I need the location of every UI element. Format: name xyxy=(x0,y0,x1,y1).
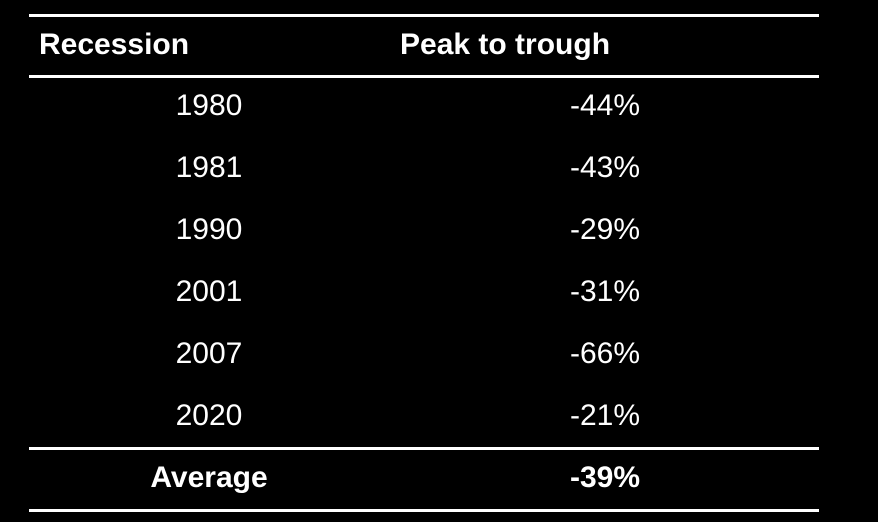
recession-year-cell: 2007 xyxy=(175,337,243,370)
recession-year-cell: 2001 xyxy=(175,275,243,308)
column-header-recession: Recession xyxy=(39,28,190,61)
average-value: -39% xyxy=(569,461,641,494)
column-header-peak-to-trough: Peak to trough xyxy=(400,28,611,61)
peak-to-trough-cell: -21% xyxy=(569,399,641,432)
peak-to-trough-cell: -44% xyxy=(569,89,641,122)
recession-year-cell: 1990 xyxy=(175,213,243,246)
peak-to-trough-cell: -29% xyxy=(569,213,641,246)
average-rule xyxy=(29,447,819,450)
average-label: Average xyxy=(150,461,268,494)
peak-to-trough-cell: -31% xyxy=(569,275,641,308)
header-rule xyxy=(29,75,819,78)
table-top-rule xyxy=(29,14,819,17)
recession-year-cell: 2020 xyxy=(175,399,243,432)
peak-to-trough-cell: -43% xyxy=(569,151,641,184)
recession-year-cell: 1981 xyxy=(175,151,243,184)
table-bottom-rule xyxy=(29,509,819,512)
recession-year-cell: 1980 xyxy=(175,89,243,122)
peak-to-trough-cell: -66% xyxy=(569,337,641,370)
